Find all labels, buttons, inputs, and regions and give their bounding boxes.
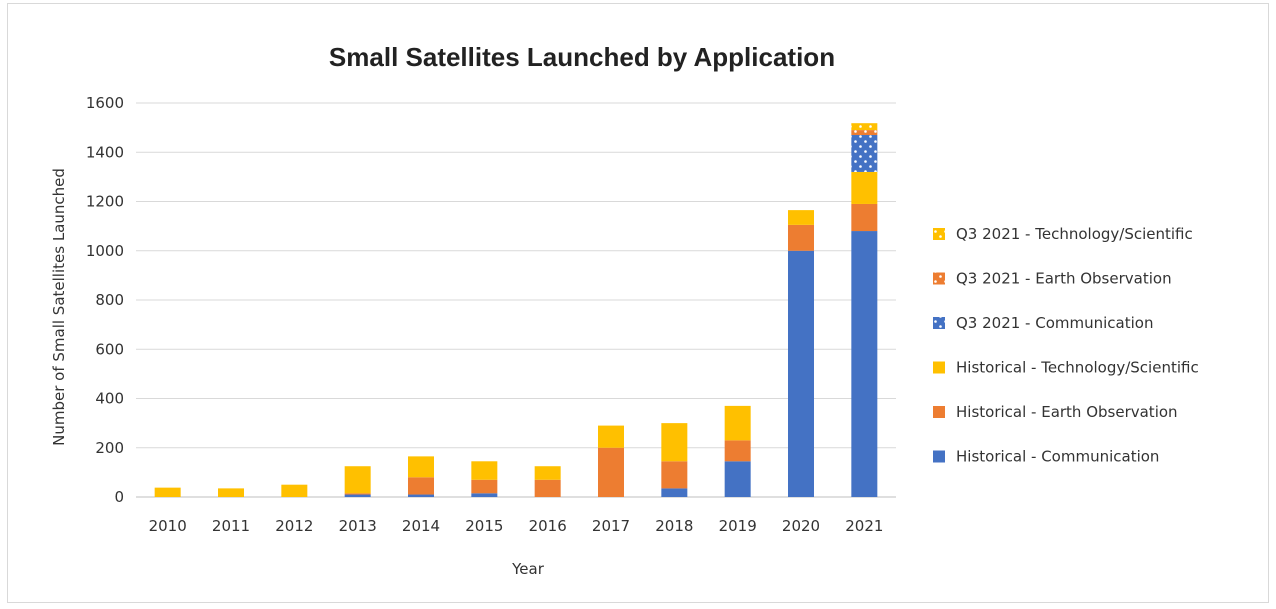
bar-segment — [534, 466, 561, 480]
bar-segment — [661, 423, 688, 462]
x-tick-label: 2021 — [845, 517, 883, 535]
x-tick-label: 2019 — [719, 517, 757, 535]
bar-segment — [408, 456, 434, 478]
x-tick-label: 2012 — [275, 517, 313, 535]
bar-segment — [661, 461, 688, 489]
legend-label: Historical - Earth Observation — [956, 403, 1178, 421]
y-tick-label: 600 — [95, 340, 124, 358]
y-axis-title: Number of Small Satellites Launched — [50, 168, 68, 446]
bar-segment — [851, 123, 878, 131]
bar-segment — [788, 224, 814, 251]
x-axis-ticks: 2010 2011 2012 2013 2014 2015 2016 2017 2018 2019… — [149, 517, 884, 535]
legend-label: Q3 2021 - Technology/Scientific — [956, 225, 1193, 243]
bar-segment — [851, 171, 878, 204]
bar-segment — [598, 447, 624, 497]
bar-segment — [851, 203, 878, 232]
bar-segment — [344, 493, 371, 495]
legend-swatch — [933, 317, 945, 329]
bar-segment — [661, 488, 688, 497]
bar-segment — [344, 466, 371, 494]
bar-segment — [724, 440, 751, 462]
bar-segment — [471, 461, 498, 480]
legend-label: Historical - Technology/Scientific — [956, 359, 1199, 377]
bar-segment — [724, 461, 751, 497]
x-tick-label: 2013 — [339, 517, 377, 535]
legend-swatch — [933, 450, 945, 463]
bar-segment — [851, 231, 878, 498]
bar-segment — [598, 425, 624, 448]
chart-frame: Small Satellites Launched by Application… — [7, 3, 1269, 603]
bar-segment — [471, 493, 498, 497]
chart-title: Small Satellites Launched by Application — [329, 42, 835, 72]
bar-segment — [218, 488, 244, 497]
bar-segment — [154, 487, 181, 497]
legend-label: Historical - Communication — [956, 448, 1159, 466]
bar-segment — [471, 479, 498, 494]
bar-segment — [724, 405, 751, 441]
x-tick-label: 2011 — [212, 517, 250, 535]
chart: Small Satellites Launched by Application… — [50, 42, 1199, 578]
bar-segment — [788, 210, 814, 225]
x-tick-label: 2016 — [529, 517, 567, 535]
x-tick-label: 2018 — [655, 517, 693, 535]
x-tick-label: 2015 — [465, 517, 503, 535]
y-tick-label: 1600 — [86, 94, 124, 112]
gridlines — [136, 102, 896, 498]
bar-segment — [344, 494, 371, 497]
bar-segment — [851, 130, 878, 136]
legend-swatch — [933, 361, 945, 374]
bar-segment — [788, 250, 814, 497]
x-axis-title: Year — [511, 560, 545, 578]
x-tick-label: 2017 — [592, 517, 630, 535]
x-tick-label: 2014 — [402, 517, 440, 535]
legend-label: Q3 2021 - Communication — [956, 314, 1153, 332]
legend-swatch — [933, 228, 945, 240]
bar-segment — [281, 484, 308, 497]
y-tick-label: 400 — [95, 390, 124, 408]
bars — [154, 123, 878, 498]
y-tick-label: 800 — [95, 291, 124, 309]
x-tick-label: 2020 — [782, 517, 820, 535]
bar-segment — [534, 479, 561, 497]
y-tick-label: 1000 — [86, 242, 124, 260]
y-tick-label: 200 — [95, 439, 124, 457]
bar-segment — [851, 135, 878, 172]
bar-segment — [408, 494, 434, 497]
bar-segment — [408, 477, 434, 495]
y-tick-label: 1200 — [86, 193, 124, 211]
x-tick-label: 2010 — [149, 517, 187, 535]
legend-swatch — [933, 272, 945, 285]
y-tick-label: 1400 — [86, 143, 124, 161]
legend-swatch — [933, 406, 945, 418]
y-tick-label: 0 — [114, 488, 124, 506]
legend: Q3 2021 - Technology/Scientific Q3 2021 -… — [933, 225, 1199, 466]
y-axis-ticks: 0 200 400 600 800 1000 1200 1400 1600 — [86, 94, 124, 506]
legend-label: Q3 2021 - Earth Observation — [956, 270, 1172, 288]
